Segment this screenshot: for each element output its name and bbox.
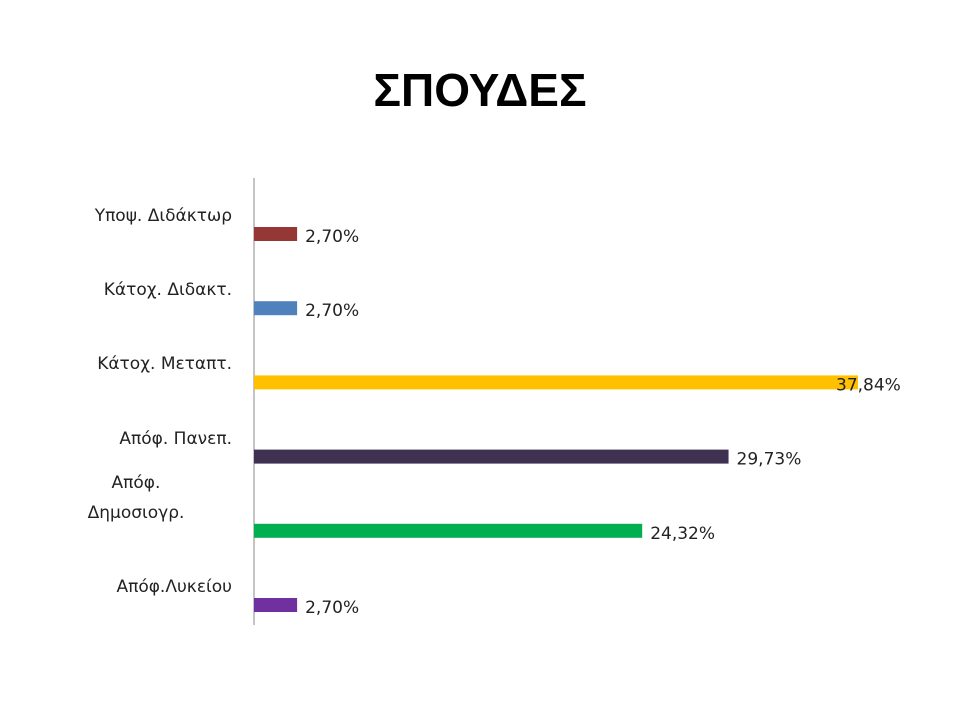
value-label: 2,70% [305,301,359,321]
value-label: 24,32% [650,524,715,544]
category-label: Υποψ. Διδάκτωρ [94,206,232,226]
category-label: Απόφ. Πανεπ. [119,428,232,449]
value-label: 37,84% [836,375,901,395]
bar [254,598,298,612]
bar [254,523,643,538]
bar [254,301,298,316]
category-label: Απόφ.Λυκείου [116,577,232,597]
chart-title: ΣΠΟΥΔΕΣ [373,64,586,116]
value-label: 2,70% [305,227,359,247]
bar [254,375,858,390]
category-label: Απόφ. Δημοσιογρ. [87,472,185,523]
category-label: Κάτοχ. Διδακτ. [103,280,232,301]
category-label: Κάτοχ. Μεταπτ. [97,354,232,375]
bar [254,449,729,464]
bar [254,227,298,241]
value-label: 29,73% [737,450,802,470]
value-label: 2,70% [305,598,359,618]
